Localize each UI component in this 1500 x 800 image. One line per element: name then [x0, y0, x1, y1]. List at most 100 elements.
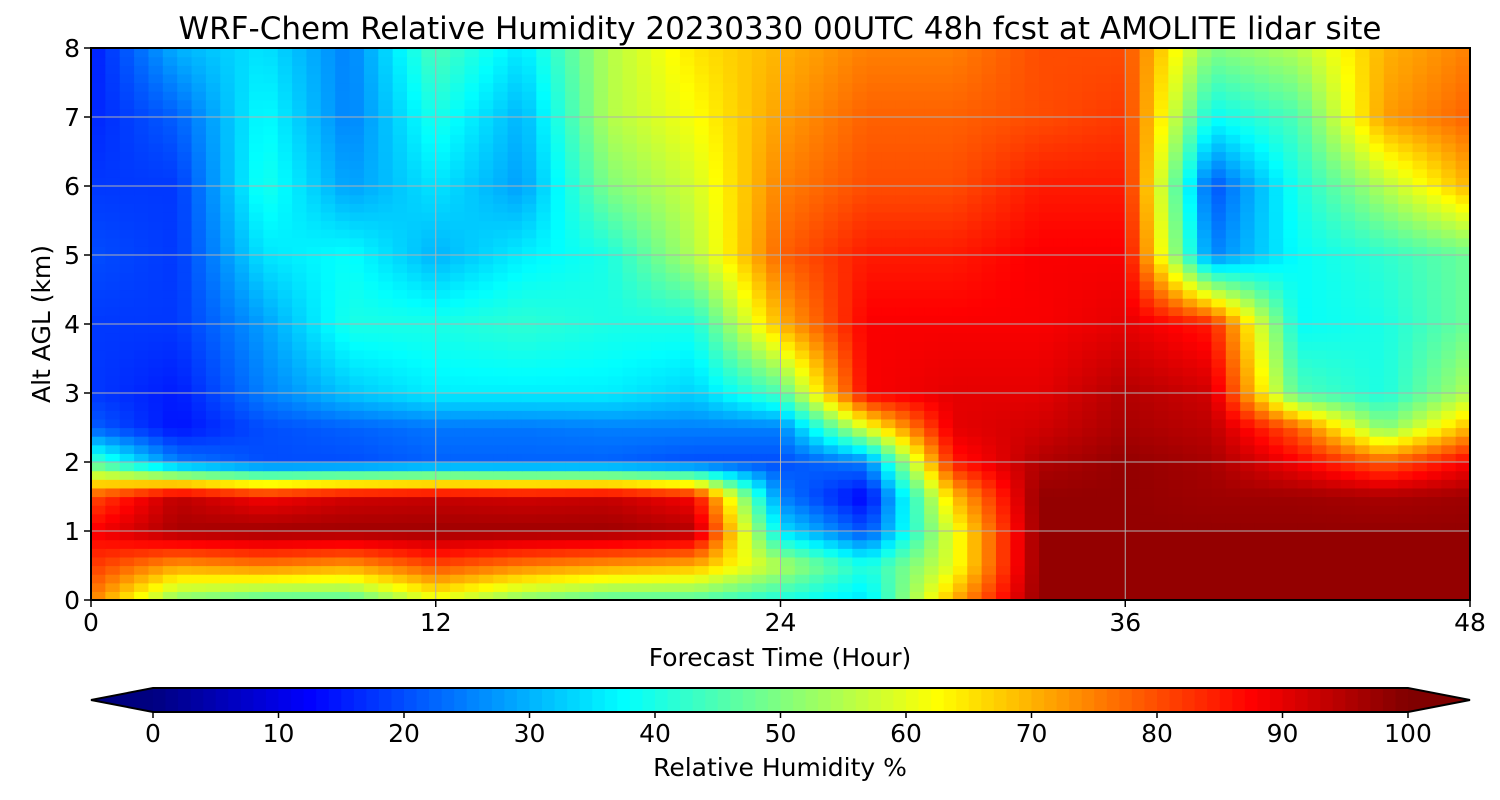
rh-cell	[1082, 418, 1098, 429]
rh-cell	[679, 367, 695, 377]
rh-cell	[1283, 289, 1299, 299]
rh-cell	[493, 194, 509, 204]
rh-cell	[881, 168, 897, 178]
rh-cell	[407, 324, 422, 334]
rh-cell	[191, 548, 207, 558]
rh-cell	[1096, 462, 1112, 472]
rh-cell	[622, 280, 638, 291]
rh-cell	[119, 177, 135, 187]
rh-cell	[852, 427, 868, 437]
rh-cell	[205, 211, 221, 222]
rh-cell	[852, 160, 868, 170]
rh-cell	[737, 298, 753, 308]
rh-cell	[478, 479, 494, 489]
rh-cell	[809, 522, 825, 532]
rh-cell	[995, 280, 1011, 291]
rh-cell	[1340, 263, 1356, 273]
rh-cell	[1053, 272, 1069, 282]
rh-cell	[1340, 367, 1356, 377]
rh-cell	[220, 574, 236, 584]
rh-cell	[794, 272, 810, 282]
rh-cell	[550, 177, 566, 187]
rh-cell	[1297, 332, 1313, 342]
rh-cell	[981, 487, 997, 498]
rh-cell	[464, 255, 480, 265]
rh-cell	[335, 332, 351, 342]
rh-cell	[91, 289, 106, 299]
rh-cell	[1398, 358, 1414, 368]
rh-cell	[1412, 574, 1428, 584]
rh-cell	[1082, 436, 1098, 446]
rh-cell	[263, 487, 279, 498]
rh-cell	[1441, 582, 1457, 592]
rh-cell	[1455, 263, 1470, 273]
rh-cell	[464, 522, 480, 532]
rh-cell	[651, 367, 667, 377]
rh-cell	[622, 505, 638, 515]
rh-cell	[1355, 246, 1371, 256]
rh-cell	[435, 582, 451, 592]
rh-cell	[1197, 272, 1213, 282]
rh-cell	[694, 574, 710, 584]
rh-cell	[306, 436, 322, 446]
rh-cell	[1254, 160, 1270, 170]
rh-cell	[507, 324, 523, 334]
rh-cell	[708, 151, 724, 161]
rh-cell	[837, 160, 853, 170]
rh-cell	[694, 367, 710, 377]
rh-cell	[995, 522, 1011, 532]
rh-cell	[694, 418, 710, 429]
rh-cell	[938, 280, 954, 291]
rh-cell	[550, 298, 566, 308]
rh-cell	[91, 332, 106, 342]
rh-cell	[579, 591, 595, 600]
rh-cell	[1082, 565, 1098, 575]
rh-cell	[1211, 591, 1227, 600]
rh-cell	[378, 410, 394, 420]
rh-cell	[622, 220, 638, 230]
rh-cell	[162, 315, 178, 325]
rh-cell	[105, 315, 121, 325]
rh-cell	[392, 255, 408, 265]
rh-cell	[507, 160, 523, 170]
rh-cell	[493, 306, 509, 316]
rh-cell	[1455, 315, 1470, 325]
rh-cell	[924, 315, 940, 325]
rh-cell	[1182, 280, 1198, 291]
rh-cell	[234, 591, 250, 600]
rh-cell	[1024, 229, 1040, 239]
rh-cell	[579, 341, 595, 351]
rh-cell	[1455, 341, 1470, 351]
rh-cell	[234, 229, 250, 239]
rh-cell	[1326, 444, 1342, 454]
rh-cell	[608, 367, 624, 377]
rh-cell	[177, 582, 193, 592]
rh-cell	[1441, 393, 1457, 403]
rh-cell	[550, 470, 566, 480]
rh-cell	[435, 531, 451, 541]
rh-cell	[1455, 539, 1470, 549]
rh-cell	[794, 410, 810, 420]
rh-cell	[478, 531, 494, 541]
rh-cell	[1412, 418, 1428, 429]
rh-cell	[1053, 246, 1069, 256]
rh-cell	[234, 349, 250, 360]
rh-cell	[651, 280, 667, 291]
rh-cell	[378, 582, 394, 592]
rh-cell	[1412, 246, 1428, 256]
rh-cell	[1110, 531, 1126, 541]
rh-cell	[1369, 401, 1385, 411]
rh-cell	[148, 436, 164, 446]
rh-cell	[91, 194, 106, 204]
rh-cell	[1168, 255, 1184, 265]
rh-cell	[823, 367, 839, 377]
rh-cell	[148, 272, 164, 282]
rh-cell	[105, 418, 121, 429]
rh-cell	[1383, 539, 1399, 549]
rh-cell	[1254, 367, 1270, 377]
rh-cell	[967, 324, 983, 334]
rh-cell	[191, 539, 207, 549]
rh-cell	[1412, 237, 1428, 247]
rh-cell	[1010, 487, 1026, 498]
rh-cell	[881, 462, 897, 472]
